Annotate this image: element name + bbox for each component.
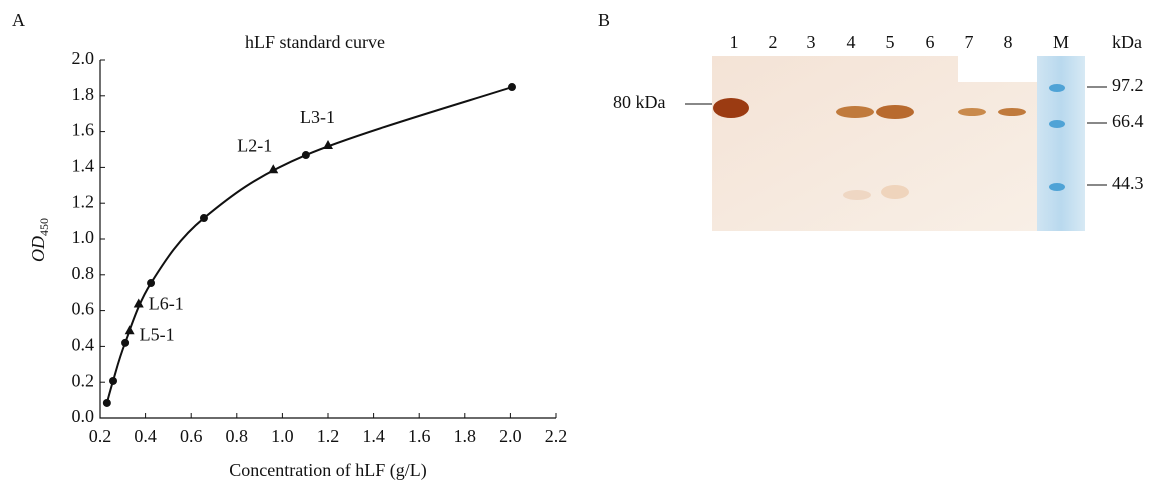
band	[713, 98, 749, 118]
y-tick-label: 0.0	[72, 406, 95, 426]
y-axis-label-sub: 450	[37, 218, 51, 236]
marker-label: 44.3	[1112, 173, 1144, 193]
point	[302, 151, 310, 159]
figure: A B hLF standard curve Concentration of …	[0, 0, 1158, 486]
point	[103, 399, 111, 407]
unit-label: kDa	[1112, 32, 1142, 52]
point	[508, 83, 516, 91]
lane-label: 2	[769, 32, 778, 52]
point-label: L3-1	[300, 107, 335, 127]
gel-cut	[958, 56, 1037, 82]
x-tick-label: 1.8	[454, 426, 477, 446]
x-tick-label: 1.2	[317, 426, 340, 446]
point	[121, 339, 129, 347]
marker-label: 66.4	[1112, 111, 1144, 131]
marker-band	[1049, 120, 1065, 128]
x-tick-label: 1.0	[271, 426, 294, 446]
band-label: 80 kDa	[613, 92, 666, 112]
y-tick-label: 2.0	[72, 48, 95, 68]
y-tick-label: 1.4	[72, 156, 95, 176]
y-tick-label: 1.0	[72, 227, 95, 247]
point-label: L2-1	[237, 135, 272, 155]
marker-band	[1049, 183, 1065, 191]
chart-title: hLF standard curve	[245, 32, 385, 52]
point	[147, 279, 155, 287]
y-tick-label: 0.8	[72, 263, 95, 283]
band	[881, 185, 909, 199]
y-tick-label: 0.6	[72, 299, 95, 319]
lane-label: 4	[847, 32, 856, 52]
fit-curve	[107, 87, 512, 403]
point-label: L5-1	[140, 324, 175, 344]
gel: 80 kDa kDa	[613, 32, 1142, 231]
lane-label: M	[1053, 32, 1069, 52]
lane-label: 1	[730, 32, 739, 52]
lane-label: 3	[807, 32, 816, 52]
point	[109, 377, 117, 385]
x-tick-label: 2.0	[499, 426, 522, 446]
band	[998, 108, 1026, 116]
x-axis-label: Concentration of hLF (g/L)	[229, 460, 426, 481]
band	[958, 108, 986, 116]
x-tick-label: 1.6	[408, 426, 431, 446]
x-tick-label: 0.6	[180, 426, 203, 446]
point-label: L6-1	[149, 294, 184, 314]
point	[200, 214, 208, 222]
lane-label: 6	[926, 32, 935, 52]
marker-band	[1049, 84, 1065, 92]
triangle-point	[125, 325, 135, 334]
gel-background	[712, 56, 1037, 231]
band	[836, 106, 874, 118]
y-tick-label: 1.2	[72, 191, 95, 211]
marker-lane	[1037, 56, 1085, 231]
lane-label: 7	[965, 32, 974, 52]
y-tick-label: 0.4	[72, 335, 95, 355]
lane-label: 8	[1004, 32, 1013, 52]
y-tick-label: 1.8	[72, 84, 95, 104]
band	[876, 105, 914, 119]
x-tick-label: 0.2	[89, 426, 112, 446]
y-tick-label: 0.2	[72, 370, 95, 390]
x-tick-label: 2.2	[545, 426, 568, 446]
y-axis-label-main: OD	[28, 236, 48, 262]
x-tick-label: 1.4	[362, 426, 385, 446]
x-tick-label: 0.4	[134, 426, 157, 446]
x-tick-label: 0.8	[226, 426, 249, 446]
panel-letter: B	[598, 10, 610, 30]
y-tick-label: 1.6	[72, 120, 95, 140]
y-axis-label: OD450	[28, 218, 51, 262]
band	[843, 190, 871, 200]
panel-letter: A	[12, 10, 25, 30]
marker-label: 97.2	[1112, 75, 1144, 95]
lane-label: 5	[886, 32, 895, 52]
